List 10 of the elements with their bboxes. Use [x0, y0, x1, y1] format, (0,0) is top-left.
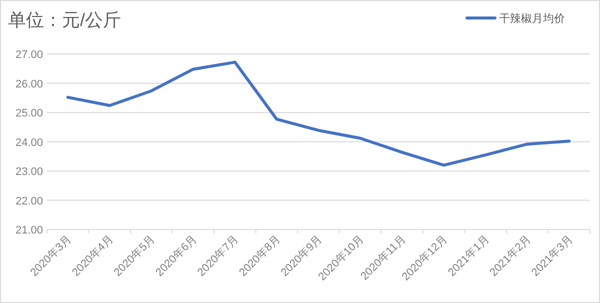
y-tick-label: 24.00 — [15, 136, 43, 149]
chart-title: 单位：元/公斤 — [8, 10, 122, 30]
y-tick-label: 23.00 — [15, 166, 43, 178]
y-tick-label: 26.00 — [15, 78, 43, 90]
legend-label: 干辣椒月均价 — [499, 12, 565, 25]
y-tick-label: 21.00 — [15, 224, 43, 236]
line-series — [66, 60, 571, 167]
y-tick-label: 27.00 — [15, 49, 43, 61]
y-tick-label: 22.00 — [15, 195, 43, 208]
y-tick-label: 25.00 — [15, 108, 43, 120]
